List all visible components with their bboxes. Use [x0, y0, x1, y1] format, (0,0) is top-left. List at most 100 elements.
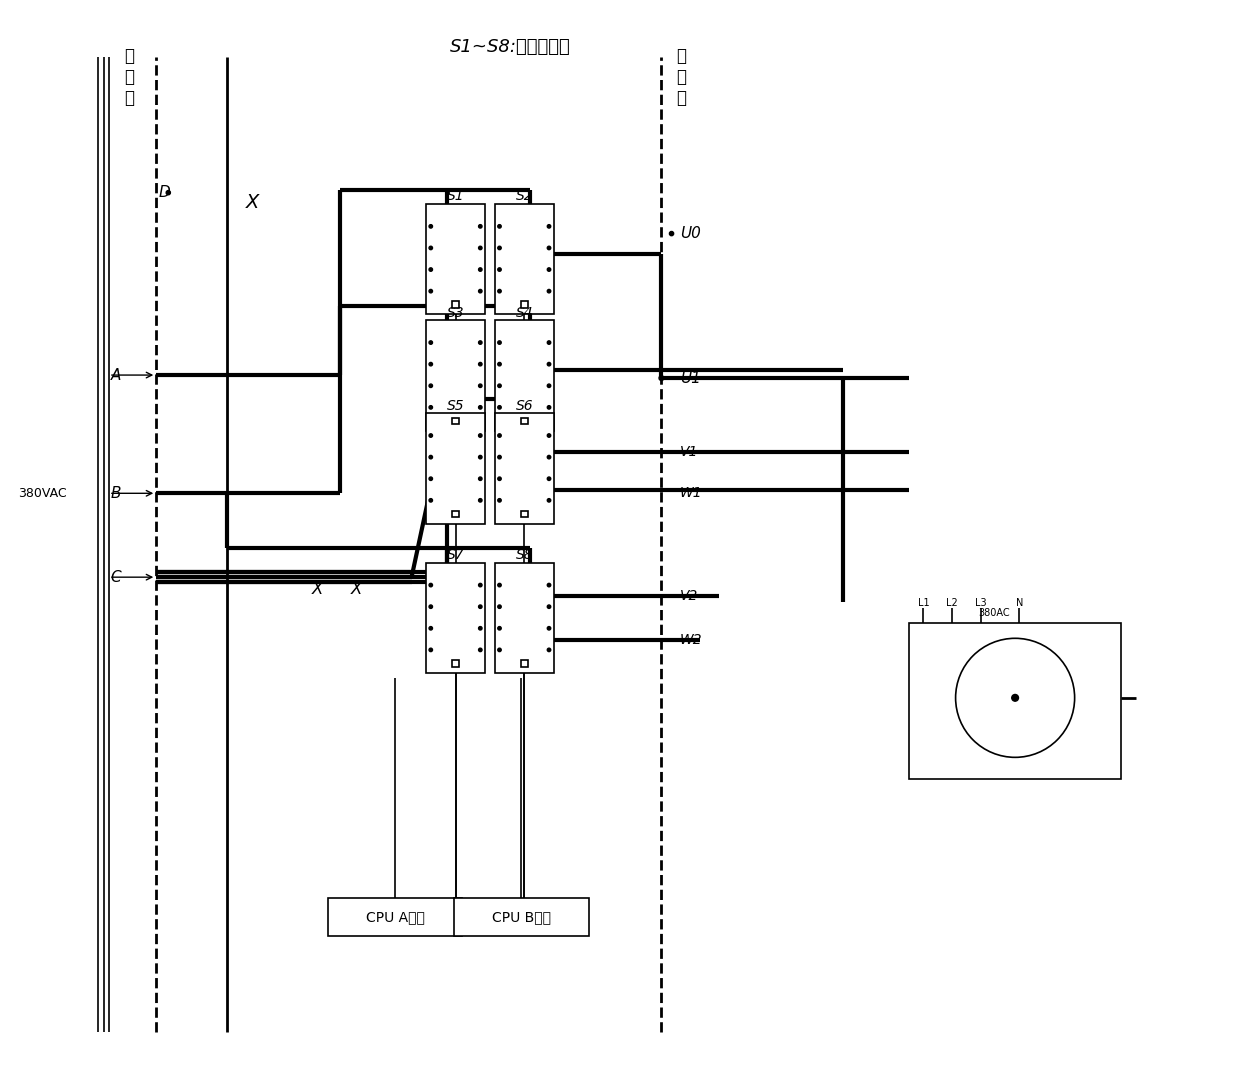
Circle shape: [479, 455, 482, 459]
Text: C: C: [110, 570, 120, 585]
Bar: [454, 898, 589, 935]
Circle shape: [429, 268, 433, 272]
Text: CPU A控制: CPU A控制: [366, 910, 424, 924]
Bar: [521, 511, 527, 517]
Circle shape: [497, 605, 501, 608]
Circle shape: [1012, 695, 1018, 701]
Circle shape: [497, 268, 501, 272]
Bar: [427, 414, 485, 524]
Circle shape: [497, 477, 501, 480]
Bar: [453, 301, 459, 308]
Text: 进
线
端: 进 线 端: [124, 47, 134, 107]
Circle shape: [547, 362, 551, 366]
Circle shape: [479, 362, 482, 366]
Circle shape: [547, 246, 551, 250]
Text: X: X: [312, 580, 324, 599]
Circle shape: [429, 224, 433, 228]
Bar: [495, 321, 554, 431]
Circle shape: [479, 341, 482, 344]
Text: 出
线
端: 出 线 端: [677, 47, 687, 107]
Circle shape: [429, 362, 433, 366]
Circle shape: [429, 246, 433, 250]
Circle shape: [479, 268, 482, 272]
Circle shape: [497, 362, 501, 366]
Circle shape: [547, 434, 551, 437]
Circle shape: [497, 455, 501, 459]
Text: 380VAC: 380VAC: [17, 486, 67, 500]
Circle shape: [497, 246, 501, 250]
Circle shape: [429, 648, 433, 652]
Circle shape: [429, 605, 433, 608]
Bar: [453, 418, 459, 424]
Text: S1: S1: [446, 189, 464, 203]
Circle shape: [547, 268, 551, 272]
Bar: [521, 661, 527, 667]
Text: X: X: [246, 192, 259, 212]
Text: S8: S8: [516, 548, 533, 562]
Text: S5: S5: [446, 399, 464, 413]
Text: CPU B控制: CPU B控制: [492, 910, 551, 924]
Text: L3: L3: [975, 599, 987, 608]
Circle shape: [429, 477, 433, 480]
Text: 380AC: 380AC: [978, 608, 1009, 618]
Text: V1: V1: [680, 445, 698, 459]
Circle shape: [658, 375, 663, 381]
Circle shape: [429, 584, 433, 587]
Circle shape: [479, 405, 482, 409]
Text: S3: S3: [446, 306, 464, 320]
Circle shape: [497, 498, 501, 502]
Circle shape: [547, 455, 551, 459]
Circle shape: [497, 584, 501, 587]
Circle shape: [547, 405, 551, 409]
Text: S6: S6: [516, 399, 533, 413]
Circle shape: [429, 434, 433, 437]
Text: S4: S4: [516, 306, 533, 320]
Text: L2: L2: [946, 599, 959, 608]
Circle shape: [479, 626, 482, 630]
Circle shape: [497, 405, 501, 409]
Circle shape: [547, 626, 551, 630]
Circle shape: [479, 584, 482, 587]
Text: A: A: [110, 368, 120, 383]
Circle shape: [479, 246, 482, 250]
Bar: [495, 204, 554, 314]
Bar: [909, 622, 1121, 779]
Circle shape: [547, 648, 551, 652]
Circle shape: [429, 626, 433, 630]
Circle shape: [429, 498, 433, 502]
Text: N: N: [1016, 599, 1023, 608]
Circle shape: [547, 224, 551, 228]
Bar: [521, 418, 527, 424]
Bar: [521, 301, 527, 308]
Circle shape: [497, 384, 501, 387]
Circle shape: [547, 477, 551, 480]
Bar: [495, 562, 554, 673]
Circle shape: [479, 224, 482, 228]
Circle shape: [166, 190, 170, 195]
Circle shape: [547, 584, 551, 587]
Circle shape: [429, 341, 433, 344]
Text: L1: L1: [918, 599, 929, 608]
Text: W1: W1: [680, 486, 702, 500]
Circle shape: [497, 224, 501, 228]
Circle shape: [547, 498, 551, 502]
Circle shape: [479, 384, 482, 387]
Circle shape: [497, 341, 501, 344]
Circle shape: [670, 232, 673, 235]
Circle shape: [429, 405, 433, 409]
Bar: [453, 511, 459, 517]
Circle shape: [547, 605, 551, 608]
Bar: [453, 661, 459, 667]
Text: U0: U0: [680, 226, 701, 242]
Text: X: X: [351, 580, 362, 599]
Text: S7: S7: [446, 548, 464, 562]
Circle shape: [429, 384, 433, 387]
Circle shape: [479, 290, 482, 293]
Circle shape: [429, 290, 433, 293]
Circle shape: [479, 434, 482, 437]
Circle shape: [547, 384, 551, 387]
Bar: [327, 898, 463, 935]
Circle shape: [547, 290, 551, 293]
Bar: [495, 414, 554, 524]
Circle shape: [547, 341, 551, 344]
